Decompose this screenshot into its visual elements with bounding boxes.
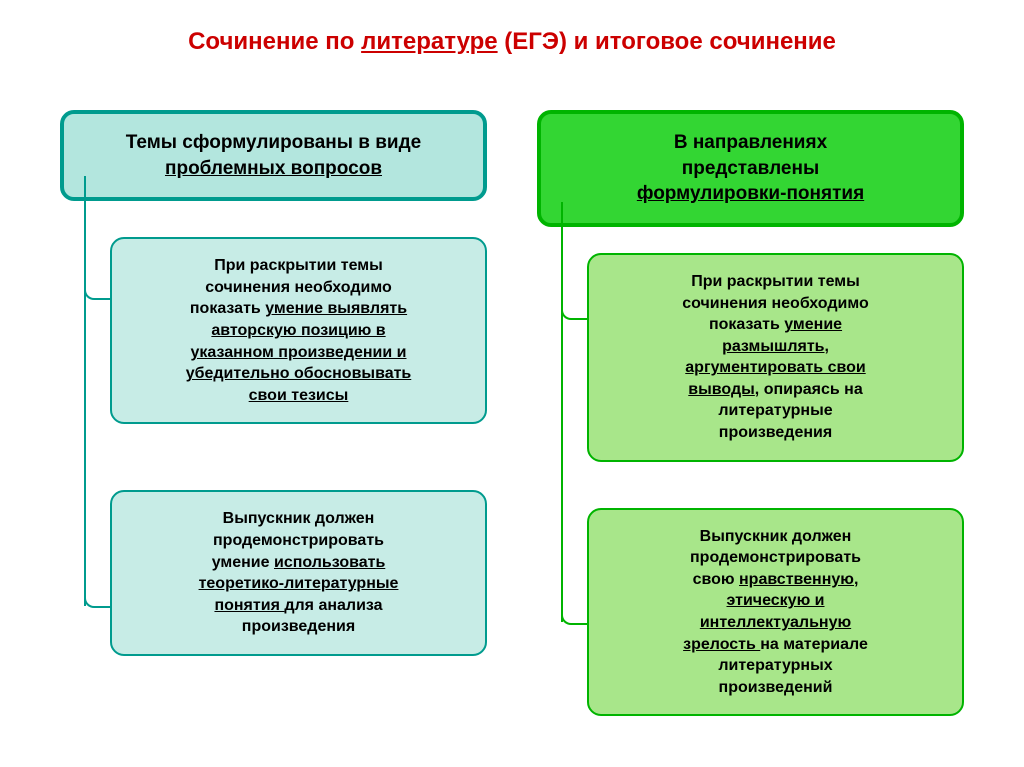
l1: Выпускник должен: [611, 526, 940, 548]
right-header-line2: представлены: [563, 156, 938, 182]
l3b: нравственную,: [739, 571, 858, 588]
l5: аргументировать свои: [685, 359, 865, 376]
left-elbow-2: [84, 410, 112, 608]
l7: свои тезисы: [249, 387, 349, 404]
l5a: понятия: [214, 597, 284, 614]
left-elbow-1: [84, 200, 112, 300]
right-column: В направлениях представлены формулировки…: [537, 110, 964, 716]
title-part3: (ЕГЭ) и итоговое сочинение: [498, 28, 836, 55]
left-header-box: Темы сформулированы в виде проблемных во…: [60, 110, 487, 201]
page-title: Сочинение по литературе (ЕГЭ) и итоговое…: [0, 28, 1024, 56]
l8: произведений: [611, 677, 940, 699]
l3b: умение выявлять: [265, 300, 407, 317]
l6: произведения: [134, 616, 463, 638]
l4: теоретико-литературные: [199, 575, 399, 592]
l6a: выводы: [688, 381, 755, 398]
right-elbow-1: [561, 220, 589, 320]
right-box-1: При раскрытии темы сочинения необходимо …: [587, 253, 964, 462]
l1: При раскрытии темы: [611, 271, 940, 293]
l5: интеллектуальную: [700, 614, 851, 631]
l2: продемонстрировать: [611, 547, 940, 569]
l3b: использовать: [274, 554, 385, 571]
columns-wrap: Темы сформулированы в виде проблемных во…: [60, 110, 964, 716]
l5: указанном произведении и: [190, 344, 406, 361]
l4: этическую и: [726, 592, 824, 609]
left-header-line1: Темы сформулированы в виде: [86, 130, 461, 156]
l4: авторскую позицию в: [211, 322, 385, 339]
l7: литературных: [611, 655, 940, 677]
l8: произведения: [611, 422, 940, 444]
l1: При раскрытии темы: [134, 255, 463, 277]
left-column: Темы сформулированы в виде проблемных во…: [60, 110, 487, 716]
l6: убедительно обосновывать: [186, 365, 412, 382]
l3a: свою: [693, 571, 739, 588]
l4: размышлять,: [722, 338, 829, 355]
l3b: умение: [784, 316, 842, 333]
right-box-2: Выпускник должен продемонстрировать свою…: [587, 508, 964, 717]
l2: продемонстрировать: [134, 530, 463, 552]
l3a: показать: [709, 316, 784, 333]
right-elbow-2: [561, 430, 589, 625]
l6b: на материале: [760, 636, 868, 653]
left-box-1: При раскрытии темы сочинения необходимо …: [110, 237, 487, 424]
right-header-line3: формулировки-понятия: [637, 183, 864, 204]
l2: сочинения необходимо: [611, 293, 940, 315]
l6b: , опираясь на: [755, 381, 863, 398]
l7: литературные: [611, 400, 940, 422]
right-header-box: В направлениях представлены формулировки…: [537, 110, 964, 227]
l6a: зрелость: [683, 636, 760, 653]
l3a: умение: [212, 554, 274, 571]
l5b: для анализа: [284, 597, 382, 614]
left-box-2: Выпускник должен продемонстрировать умен…: [110, 490, 487, 656]
left-header-line2: проблемных вопросов: [165, 158, 382, 179]
title-part1: Сочинение по: [188, 28, 361, 55]
title-part2: литературе: [361, 28, 498, 55]
right-header-line1: В направлениях: [563, 130, 938, 156]
l3a: показать: [190, 300, 265, 317]
l2: сочинения необходимо: [134, 277, 463, 299]
l1: Выпускник должен: [134, 508, 463, 530]
